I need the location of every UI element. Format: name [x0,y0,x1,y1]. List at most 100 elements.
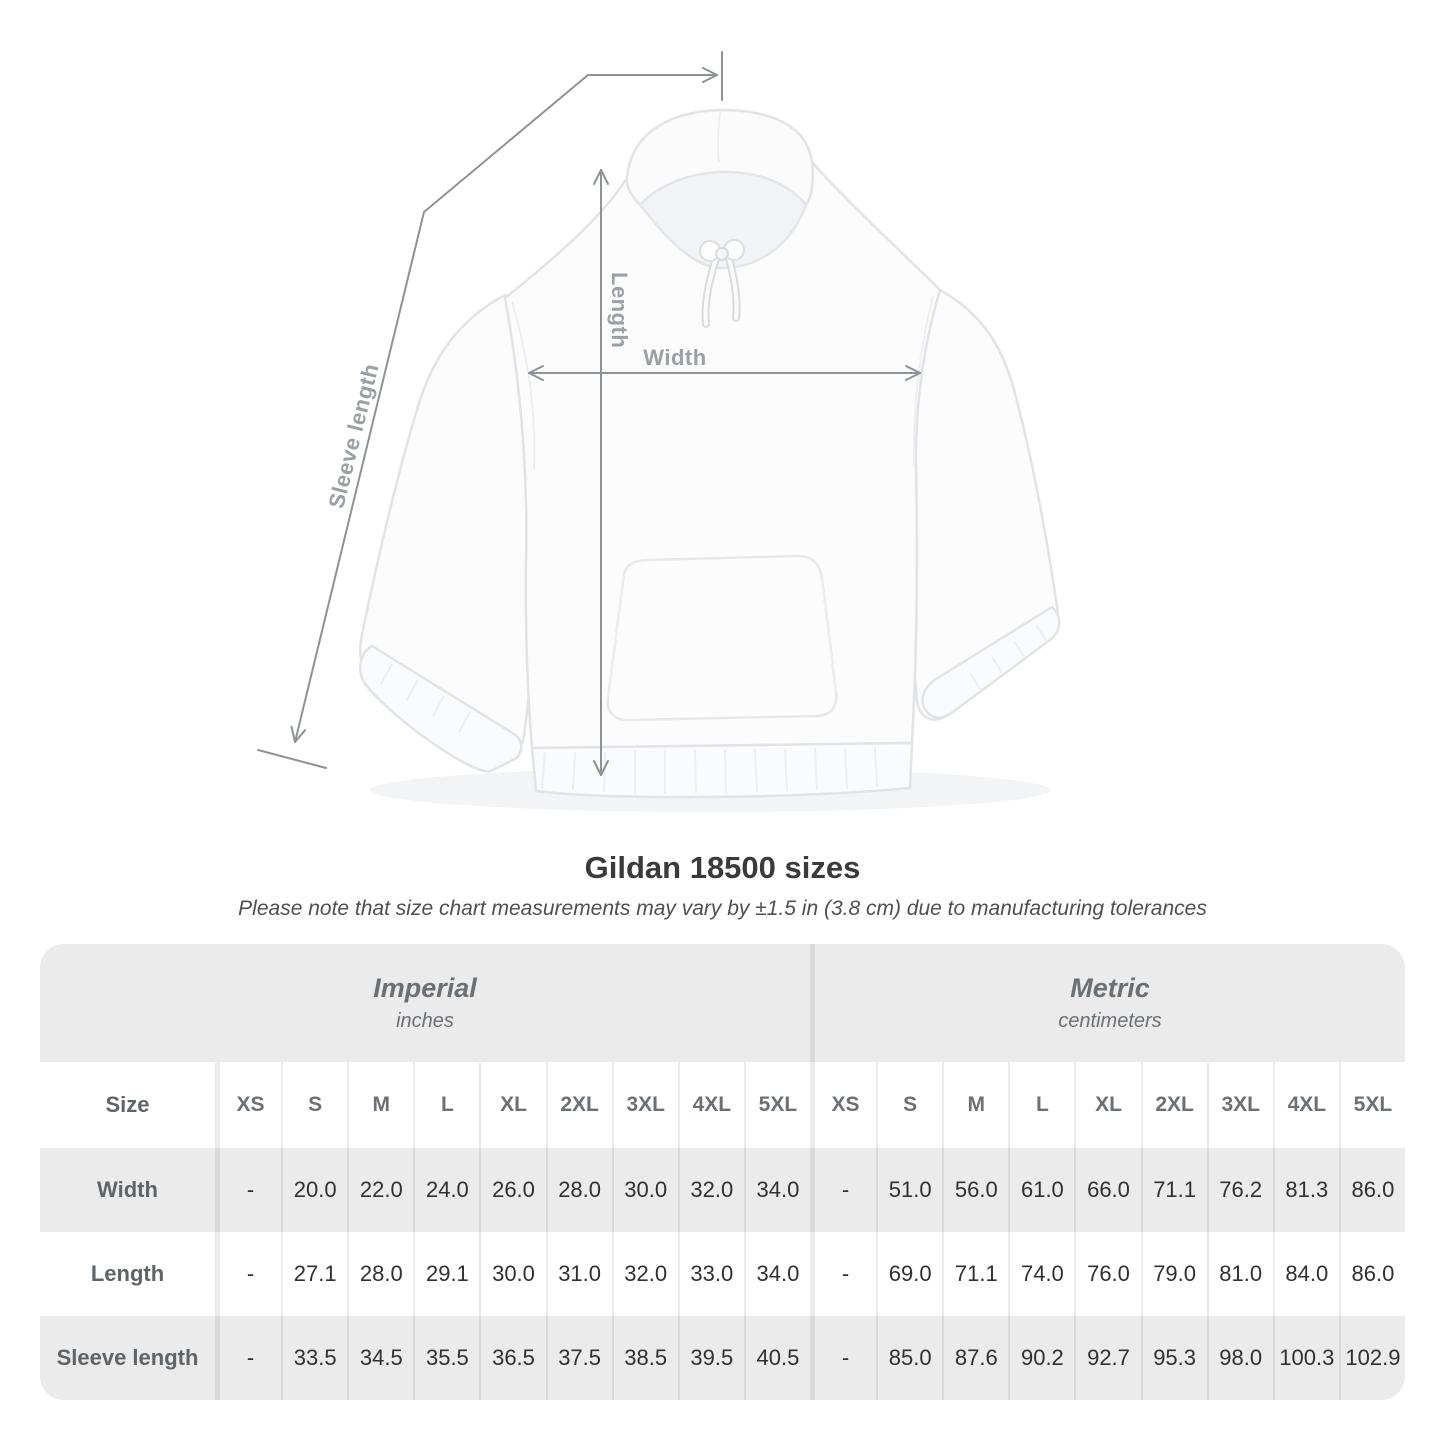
value-cell: 24.0 [413,1148,479,1232]
table-row-sleeve-length: Sleeve length - 33.5 34.5 35.5 36.5 37.5… [40,1316,1405,1400]
metric-label: Metric [1070,973,1150,1003]
value-cell: 35.5 [413,1316,479,1400]
imperial-label: Imperial [373,973,477,1003]
value-cell: 34.5 [347,1316,413,1400]
value-cell: 79.0 [1140,1232,1207,1316]
size-col-header: M [942,1062,1008,1148]
value-cell: 98.0 [1206,1316,1273,1400]
value-cell: 33.0 [677,1232,744,1316]
size-col-header: S [876,1062,942,1148]
value-cell: - [810,1316,876,1400]
metric-unit: centimeters [1058,1010,1162,1032]
value-cell: 81.0 [1206,1232,1273,1316]
value-cell: 69.0 [876,1232,942,1316]
unit-header-row: Imperial inches Metric centimeters [40,944,1405,1062]
value-cell: 29.1 [413,1232,479,1316]
size-col-header: 2XL [545,1062,612,1148]
value-cell: 38.5 [611,1316,678,1400]
value-cell: 61.0 [1008,1148,1074,1232]
size-col-header: S [281,1062,347,1148]
value-cell: 33.5 [281,1316,347,1400]
page-title: Gildan 18500 sizes [584,850,861,885]
hoodie-drawstrings [699,239,745,328]
size-col-header: 5XL [1338,1062,1405,1148]
size-col-header: XS [215,1062,281,1148]
hoodie-svg [257,51,1061,812]
value-cell: 26.0 [479,1148,545,1232]
size-col-header: 4XL [677,1062,744,1148]
value-cell: 30.0 [479,1232,545,1316]
value-cell: 27.1 [281,1232,347,1316]
hoodie-right-cuff [921,605,1061,719]
value-cell: 85.0 [876,1316,942,1400]
size-col-header: XL [1074,1062,1140,1148]
size-table: Imperial inches Metric centimeters Size … [40,944,1405,1400]
value-cell: 51.0 [876,1148,942,1232]
value-cell: 28.0 [347,1232,413,1316]
value-cell: - [810,1148,876,1232]
value-cell: 76.2 [1206,1148,1273,1232]
value-cell: 22.0 [347,1148,413,1232]
size-col-header: XL [479,1062,545,1148]
value-cell: 34.0 [743,1232,810,1316]
hoodie-seam-lines [380,111,1048,794]
table-row-width: Width - 20.0 22.0 24.0 26.0 28.0 30.0 32… [40,1148,1405,1232]
value-cell: 30.0 [611,1148,678,1232]
value-cell: 36.5 [479,1316,545,1400]
value-cell: 28.0 [545,1148,612,1232]
hoodie-left-cuff [359,644,523,773]
hoodie-garment [358,108,1061,799]
value-cell: 39.5 [677,1316,744,1400]
value-cell: 90.2 [1008,1316,1074,1400]
value-cell: 81.3 [1272,1148,1339,1232]
value-cell: 76.0 [1074,1232,1140,1316]
size-col-header: L [1008,1062,1074,1148]
row-label: Width [97,1177,158,1202]
value-cell: 95.3 [1140,1316,1207,1400]
value-cell: 32.0 [677,1148,744,1232]
size-col-header: L [413,1062,479,1148]
size-col-header: 5XL [743,1062,810,1148]
value-cell: 86.0 [1338,1148,1405,1232]
value-cell: 71.1 [942,1232,1008,1316]
hoodie-hem [530,741,914,799]
imperial-group-header: Imperial inches [40,944,810,1062]
metric-group-header: Metric centimeters [810,944,1405,1062]
value-cell: - [810,1232,876,1316]
value-cell: - [215,1316,281,1400]
length-arrow [593,169,609,776]
size-col-header: M [347,1062,413,1148]
row-label: Sleeve length [56,1345,199,1370]
measurement-arrows [257,51,921,776]
imperial-unit: inches [396,1010,454,1032]
length-measure-label: Length [607,272,632,349]
value-cell: 31.0 [545,1232,612,1316]
value-cell: 40.5 [743,1316,810,1400]
value-cell: 37.5 [545,1316,612,1400]
table-row-length: Length - 27.1 28.0 29.1 30.0 31.0 32.0 3… [40,1232,1405,1316]
value-cell: 34.0 [743,1148,810,1232]
value-cell: 92.7 [1074,1316,1140,1400]
value-cell: 56.0 [942,1148,1008,1232]
value-cell: 84.0 [1272,1232,1339,1316]
sleeve-length-arrow [257,51,723,769]
hoodie-illustration: Length Width Sleeve length [257,51,1061,812]
value-cell: - [215,1232,281,1316]
size-col-header: 3XL [611,1062,678,1148]
value-cell: 71.1 [1140,1148,1207,1232]
size-col-header: 2XL [1140,1062,1207,1148]
value-cell: 66.0 [1074,1148,1140,1232]
value-cell: 87.6 [942,1316,1008,1400]
size-row-label: Size [105,1092,150,1117]
value-cell: - [215,1148,281,1232]
width-measure-label: Width [643,345,707,370]
value-cell: 20.0 [281,1148,347,1232]
hoodie-hood-opening [638,170,808,270]
size-col-header: 4XL [1272,1062,1339,1148]
size-col-header: XS [810,1062,876,1148]
hoodie-pocket [606,554,838,722]
value-cell: 32.0 [611,1232,678,1316]
size-col-header: 3XL [1206,1062,1273,1148]
tolerance-note: Please note that size chart measurements… [238,897,1207,920]
